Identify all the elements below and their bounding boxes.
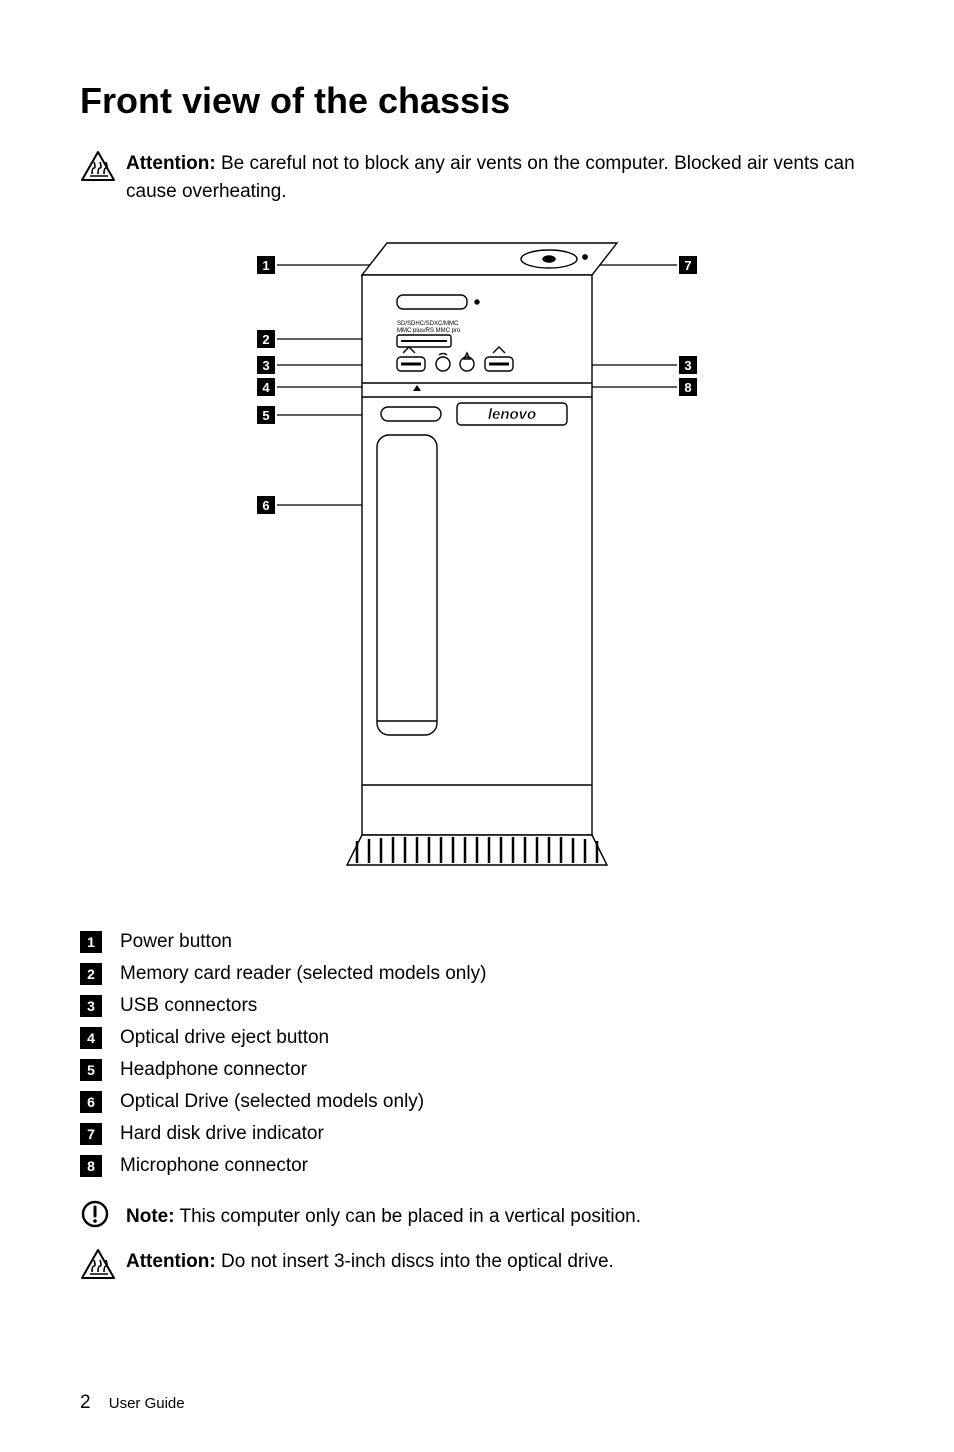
svg-text:4: 4 <box>262 380 270 395</box>
svg-text:3: 3 <box>262 358 269 373</box>
legend-badge: 7 <box>80 1123 102 1145</box>
legend-item: 6 Optical Drive (selected models only) <box>80 1091 874 1113</box>
attention-block-2: Attention: Do not insert 3-inch discs in… <box>80 1248 874 1285</box>
legend-item: 7 Hard disk drive indicator <box>80 1123 874 1145</box>
legend-label: Hard disk drive indicator <box>120 1123 324 1145</box>
legend-label: USB connectors <box>120 995 257 1017</box>
svg-text:7: 7 <box>684 258 691 273</box>
page-footer: 2 User Guide <box>80 1392 185 1414</box>
legend-item: 8 Microphone connector <box>80 1155 874 1177</box>
legend-label: Headphone connector <box>120 1059 307 1081</box>
legend-badge: 1 <box>80 931 102 953</box>
svg-text:1: 1 <box>262 258 269 273</box>
legend-item: 1 Power button <box>80 931 874 953</box>
legend-item: 5 Headphone connector <box>80 1059 874 1081</box>
legend-badge: 3 <box>80 995 102 1017</box>
chassis-diagram: 1 2 3 4 5 6 7 3 8 <box>80 225 874 905</box>
attention-block-1: Attention: Be careful not to block any a… <box>80 150 874 205</box>
legend-badge: 8 <box>80 1155 102 1177</box>
note-block: Note: This computer only can be placed i… <box>80 1199 874 1234</box>
legend-item: 4 Optical drive eject button <box>80 1027 874 1049</box>
svg-text:6: 6 <box>262 498 269 513</box>
note-text: Note: This computer only can be placed i… <box>126 1206 641 1228</box>
legend-badge: 4 <box>80 1027 102 1049</box>
heat-warning-icon <box>80 1248 116 1285</box>
attention-1-text: Attention: Be careful not to block any a… <box>126 150 874 205</box>
legend-badge: 6 <box>80 1091 102 1113</box>
legend-label: Optical Drive (selected models only) <box>120 1091 424 1113</box>
svg-text:5: 5 <box>262 408 269 423</box>
legend-item: 2 Memory card reader (selected models on… <box>80 963 874 985</box>
legend-label: Power button <box>120 931 232 953</box>
svg-text:2: 2 <box>262 332 269 347</box>
svg-text:SD/SDHC/SDXC/MMC: SD/SDHC/SDXC/MMC <box>397 321 459 327</box>
page-number: 2 <box>80 1392 91 1413</box>
page-title: Front view of the chassis <box>80 80 874 122</box>
svg-text:8: 8 <box>684 380 691 395</box>
attention-2-text: Attention: Do not insert 3-inch discs in… <box>126 1248 614 1276</box>
guide-label: User Guide <box>109 1395 185 1412</box>
info-icon <box>80 1216 110 1233</box>
svg-text:3: 3 <box>684 358 691 373</box>
svg-text:lenovo: lenovo <box>488 406 536 423</box>
legend-label: Microphone connector <box>120 1155 308 1177</box>
legend-label: Memory card reader (selected models only… <box>120 963 486 985</box>
legend-item: 3 USB connectors <box>80 995 874 1017</box>
legend-badge: 5 <box>80 1059 102 1081</box>
heat-warning-icon <box>80 150 116 187</box>
legend-list: 1 Power button 2 Memory card reader (sel… <box>80 931 874 1177</box>
svg-text:MMC plus/RS MMC pro: MMC plus/RS MMC pro <box>397 328 461 334</box>
legend-label: Optical drive eject button <box>120 1027 329 1049</box>
legend-badge: 2 <box>80 963 102 985</box>
